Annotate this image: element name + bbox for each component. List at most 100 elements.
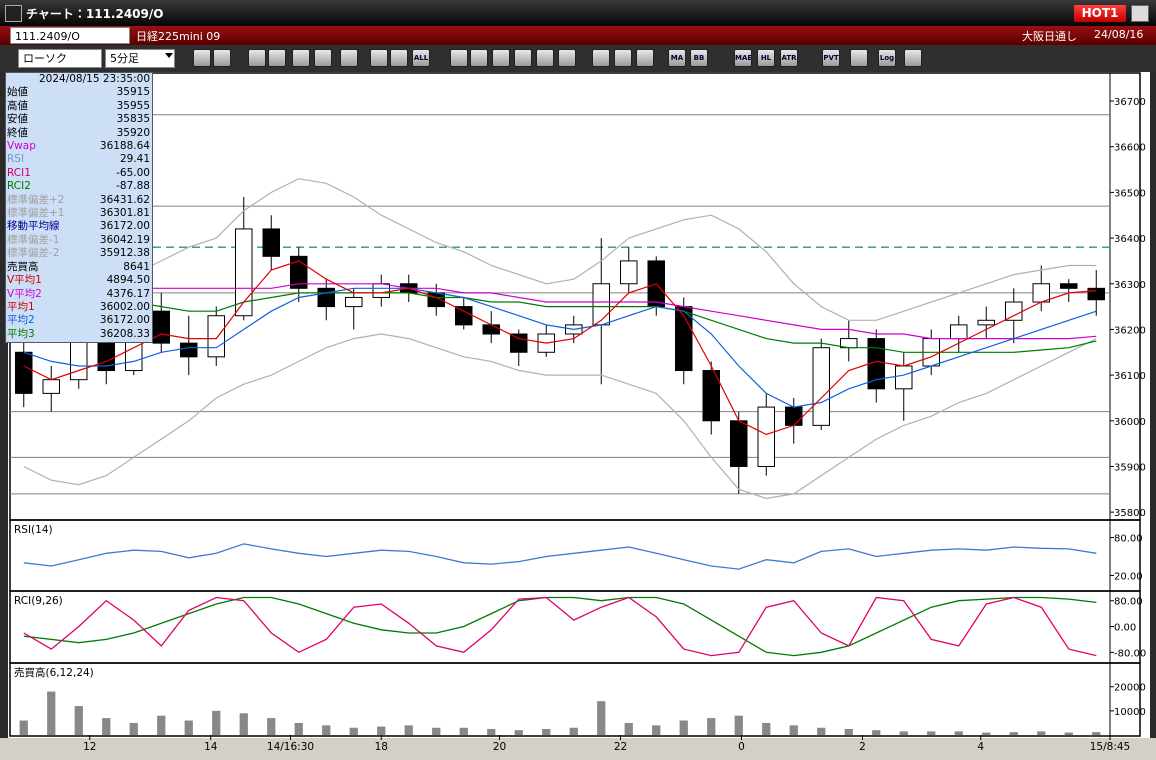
volume-bar: [789, 725, 798, 735]
toolbar-icon[interactable]: [636, 49, 654, 67]
info-label: RSI: [7, 153, 25, 166]
volume-bar: [569, 727, 578, 735]
toolbar-button[interactable]: ALL: [412, 49, 430, 67]
toolbar-button[interactable]: MA: [668, 49, 686, 67]
toolbar-button[interactable]: BB: [690, 49, 708, 67]
volume-bar: [624, 722, 633, 735]
volume-bar: [542, 728, 551, 735]
hot-badge[interactable]: HOT1: [1074, 5, 1126, 22]
candle-body: [785, 406, 803, 426]
toolbar-icon[interactable]: [536, 49, 554, 67]
volume-bar: [377, 726, 386, 735]
chart-border: [1150, 72, 1156, 738]
toolbar-icon[interactable]: [193, 49, 211, 67]
volume-bar: [982, 732, 991, 735]
candle-body: [262, 228, 280, 257]
candle-body: [950, 324, 968, 340]
info-row: 平均1 36002.00: [6, 301, 152, 314]
interval-select[interactable]: 5分足: [105, 49, 175, 68]
volume-bar: [349, 727, 358, 735]
toolbar-button[interactable]: HL: [757, 49, 775, 67]
candle-body: [42, 379, 60, 394]
toolbar-icon[interactable]: [248, 49, 266, 67]
toolbar-icon[interactable]: [450, 49, 468, 67]
volume-bar: [762, 722, 771, 735]
chart-kind-select[interactable]: ローソク: [18, 49, 102, 68]
window-button[interactable]: [1131, 5, 1149, 22]
toolbar-button[interactable]: Log: [878, 49, 896, 67]
volume-bar: [734, 715, 743, 735]
info-value: 4894.50: [106, 274, 150, 287]
toolbar-icon[interactable]: [292, 49, 310, 67]
candle-body: [1032, 283, 1050, 303]
candle-body: [510, 333, 528, 353]
toolbar-icon[interactable]: [390, 49, 408, 67]
x-tick-label: 18: [375, 741, 388, 753]
info-row: 売買高 8641: [6, 261, 152, 274]
toolbar-icon[interactable]: [314, 49, 332, 67]
overlay-line: [23, 274, 1097, 353]
overlay-line: [23, 283, 1097, 340]
toolbar-icon[interactable]: [592, 49, 610, 67]
toolbar-icon[interactable]: [558, 49, 576, 67]
info-value: 36172.00: [99, 220, 150, 233]
symbol-input[interactable]: 111.2409/O: [10, 27, 130, 44]
x-tick-label: 14: [204, 741, 218, 753]
y-tick-label: -80.00: [1114, 648, 1146, 659]
candle-body: [730, 420, 748, 467]
info-label: 標準偏差-2: [7, 247, 60, 260]
volume-bar: [157, 715, 166, 735]
candle-body: [620, 260, 638, 285]
chart-background: [0, 72, 1156, 738]
info-value: 36188.64: [99, 140, 150, 153]
info-label: RCI1: [7, 166, 31, 179]
toolbar-button[interactable]: PVT: [822, 49, 840, 67]
volume-bar: [817, 727, 826, 735]
toolbar-button[interactable]: ATR: [780, 49, 798, 67]
indicator-line: [23, 543, 1097, 570]
volume-bar: [927, 731, 936, 735]
chart: 35800 35900 36000 36100 36200 36300 36400 36500…: [0, 72, 1156, 760]
info-row: 平均3 36208.33: [6, 328, 152, 341]
info-row: 平均2 36172.00: [6, 314, 152, 327]
info-value: 36301.81: [99, 207, 150, 220]
toolbar-icon[interactable]: [340, 49, 358, 67]
toolbar-icon[interactable]: [614, 49, 632, 67]
info-value: 36042.19: [99, 233, 150, 246]
y-tick-label: 0.00: [1114, 623, 1136, 634]
toolbar-icon[interactable]: [370, 49, 388, 67]
toolbar-icon[interactable]: [268, 49, 286, 67]
toolbar-icon[interactable]: [213, 49, 231, 67]
info-value: 29.41: [119, 153, 150, 166]
candle-body: [482, 324, 500, 335]
indicator-line: [23, 596, 1097, 657]
toolbar-button[interactable]: MAE: [734, 49, 752, 67]
candle-body: [180, 342, 198, 358]
dropdown-arrow: [165, 53, 173, 58]
info-row: 標準偏差+1 36301.81: [6, 207, 152, 220]
toolbar-icon[interactable]: [492, 49, 510, 67]
volume-bar: [1037, 731, 1046, 735]
info-label: 高値: [7, 99, 28, 112]
info-panel: 2024/08/15 23:35:00 始値 35915 高値 35955 安値 3583…: [5, 72, 153, 343]
info-value: 36431.62: [99, 193, 150, 206]
candle-body: [15, 351, 33, 394]
volume-bar: [954, 731, 963, 735]
toolbar-icon[interactable]: [904, 49, 922, 67]
info-row: 標準偏差-1 36042.19: [6, 234, 152, 247]
y-tick-label: 36600: [1114, 143, 1146, 154]
candle-body: [207, 315, 225, 358]
toolbar-icon[interactable]: [514, 49, 532, 67]
info-value: -65.00: [116, 166, 150, 179]
x-tick-label: 12: [83, 741, 96, 753]
y-tick-label: 36000: [1114, 417, 1146, 428]
volume-bar: [432, 727, 441, 735]
info-label: 標準偏差+2: [7, 193, 65, 206]
title-bar: チャート：111.2409/O HOT1: [0, 0, 1156, 26]
candle-body: [317, 287, 335, 308]
toolbar-icon[interactable]: [850, 49, 868, 67]
toolbar-icon[interactable]: [470, 49, 488, 67]
info-label: 売買高: [7, 260, 39, 273]
overlay-line: [23, 260, 1097, 436]
panel-title: 売買高(6,12,24): [14, 666, 94, 679]
